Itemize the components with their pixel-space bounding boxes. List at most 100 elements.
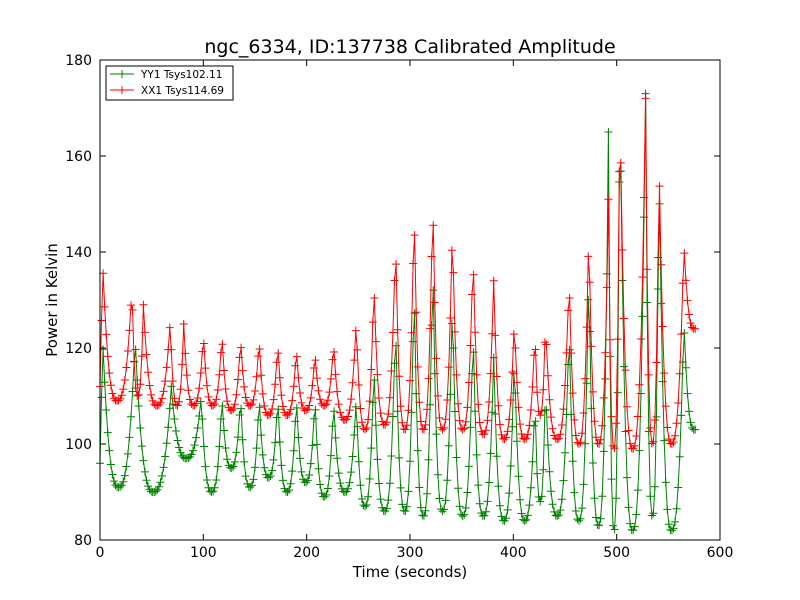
- data-point: [554, 434, 563, 443]
- data-point: [443, 476, 452, 485]
- data-point: [592, 513, 600, 522]
- data-point: [522, 434, 531, 443]
- data-point: [103, 428, 112, 437]
- data-point: [683, 389, 692, 398]
- data-point: [260, 401, 269, 410]
- data-point: [402, 421, 411, 430]
- data-point: [421, 420, 430, 429]
- data-point: [384, 496, 393, 505]
- data-point: [235, 353, 244, 362]
- data-point: [323, 484, 332, 493]
- data-point: [458, 425, 467, 434]
- data-point: [249, 395, 258, 404]
- data-point: [106, 460, 115, 469]
- data-point: [681, 363, 690, 372]
- data-point: [616, 158, 625, 167]
- data-point: [556, 506, 565, 515]
- data-point: [274, 349, 283, 358]
- data-point: [567, 349, 576, 358]
- data-point: [677, 411, 686, 420]
- data-point: [393, 325, 402, 334]
- data-point: [582, 323, 591, 332]
- data-point: [474, 481, 483, 490]
- data-point: [139, 300, 148, 309]
- data-point: [289, 446, 298, 455]
- data-point: [502, 433, 511, 442]
- data-point: [671, 517, 680, 526]
- data-point: [257, 431, 266, 440]
- data-point: [125, 326, 134, 335]
- data-point: [333, 387, 342, 396]
- data-point: [249, 475, 258, 484]
- data-point: [427, 252, 436, 261]
- data-point: [506, 461, 515, 470]
- data-point: [650, 482, 659, 491]
- data-point: [525, 421, 534, 430]
- data-point: [646, 492, 655, 501]
- data-point: [607, 412, 616, 421]
- data-point: [387, 452, 396, 461]
- data-point: [390, 276, 399, 285]
- data-point: [654, 253, 662, 262]
- data-point: [199, 442, 208, 451]
- data-point: [494, 401, 503, 410]
- data-point: [140, 328, 149, 337]
- data-point: [119, 385, 128, 394]
- data-point: [313, 440, 321, 449]
- data-point: [165, 323, 174, 332]
- data-point: [407, 328, 416, 337]
- data-point: [474, 400, 483, 409]
- data-point: [373, 370, 382, 379]
- data-point: [213, 462, 222, 471]
- data-point: [251, 387, 259, 396]
- data-point: [526, 483, 535, 492]
- data-point: [559, 476, 568, 485]
- data-point: [123, 347, 132, 356]
- data-point: [497, 430, 506, 439]
- data-point: [320, 492, 329, 501]
- data-point: [159, 463, 168, 472]
- data-point: [461, 503, 470, 512]
- chart-title: ngc_6334, ID:137738 Calibrated Amplitude: [204, 36, 615, 58]
- data-point: [664, 520, 673, 529]
- data-point: [512, 437, 521, 446]
- data-point: [170, 394, 179, 403]
- data-point: [636, 334, 645, 343]
- data-point: [328, 355, 337, 364]
- data-point: [528, 382, 537, 391]
- data-point: [125, 433, 134, 442]
- data-point: [506, 396, 515, 405]
- data-point: [505, 415, 514, 424]
- legend-label-yy1: YY1 Tsys102.11: [140, 69, 222, 81]
- data-point: [657, 299, 666, 308]
- data-point: [119, 477, 128, 486]
- data-point: [316, 395, 325, 404]
- data-point: [367, 444, 376, 453]
- data-point: [127, 301, 135, 310]
- data-point: [446, 313, 455, 322]
- data-point: [536, 497, 545, 506]
- data-point: [368, 318, 377, 327]
- data-point: [158, 394, 166, 403]
- data-point: [130, 357, 139, 366]
- data-point: [503, 427, 512, 436]
- data-point: [136, 423, 145, 432]
- data-point: [455, 502, 464, 511]
- data-point: [140, 467, 149, 476]
- data-point: [669, 438, 678, 447]
- data-point: [331, 433, 340, 442]
- data-point: [393, 407, 402, 416]
- data-point: [632, 432, 641, 441]
- data-point: [102, 405, 111, 414]
- data-point: [460, 424, 469, 433]
- data-point: [204, 392, 213, 401]
- data-point: [373, 455, 382, 464]
- data-point: [441, 496, 450, 505]
- data-point: [463, 403, 472, 412]
- data-point: [564, 306, 573, 315]
- data-point: [398, 500, 407, 509]
- data-point: [330, 407, 339, 416]
- data-point: [413, 446, 422, 455]
- data-point: [254, 352, 263, 361]
- data-point: [108, 389, 117, 398]
